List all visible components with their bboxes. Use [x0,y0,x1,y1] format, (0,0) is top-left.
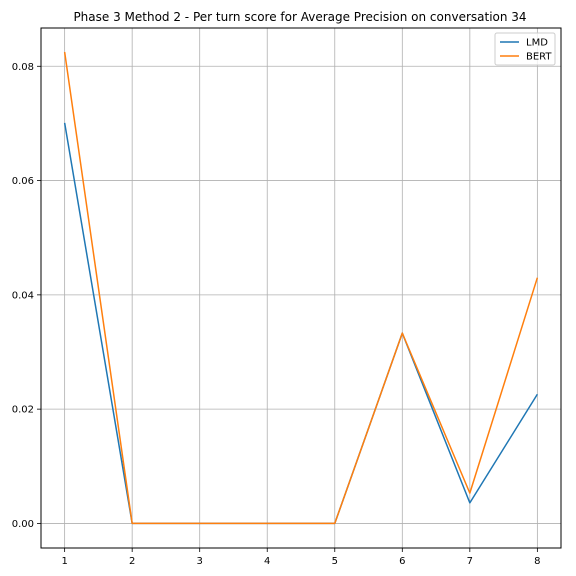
y-tick-label: 0.06 [12,176,34,187]
x-tick-label: 4 [264,556,270,567]
y-tick-label: 0.00 [12,519,34,530]
y-tick-label: 0.08 [12,62,34,73]
y-tick-label: 0.04 [12,290,34,301]
x-tick-label: 5 [332,556,338,567]
legend-box [494,32,556,66]
x-tick-label: 8 [534,556,540,567]
legend-label-bert: BERT [526,52,552,63]
x-tick-label: 3 [197,556,203,567]
plot-frame [40,27,562,549]
legend: LMD BERT [494,32,556,66]
grid [41,28,561,548]
axis-ticks: 1 2 3 4 5 6 7 8 0.00 0.02 0.04 0.06 0.08 [12,62,541,567]
x-tick-label: 1 [61,556,67,567]
legend-label-lmd: LMD [526,38,548,49]
series-lines [63,51,539,525]
y-tick-label: 0.02 [12,405,34,416]
x-tick-label: 2 [129,556,135,567]
x-tick-label: 7 [467,556,473,567]
series-line-bert [63,51,539,525]
x-tick-label: 6 [399,556,405,567]
chart-title: Phase 3 Method 2 - Per turn score for Av… [73,10,526,24]
